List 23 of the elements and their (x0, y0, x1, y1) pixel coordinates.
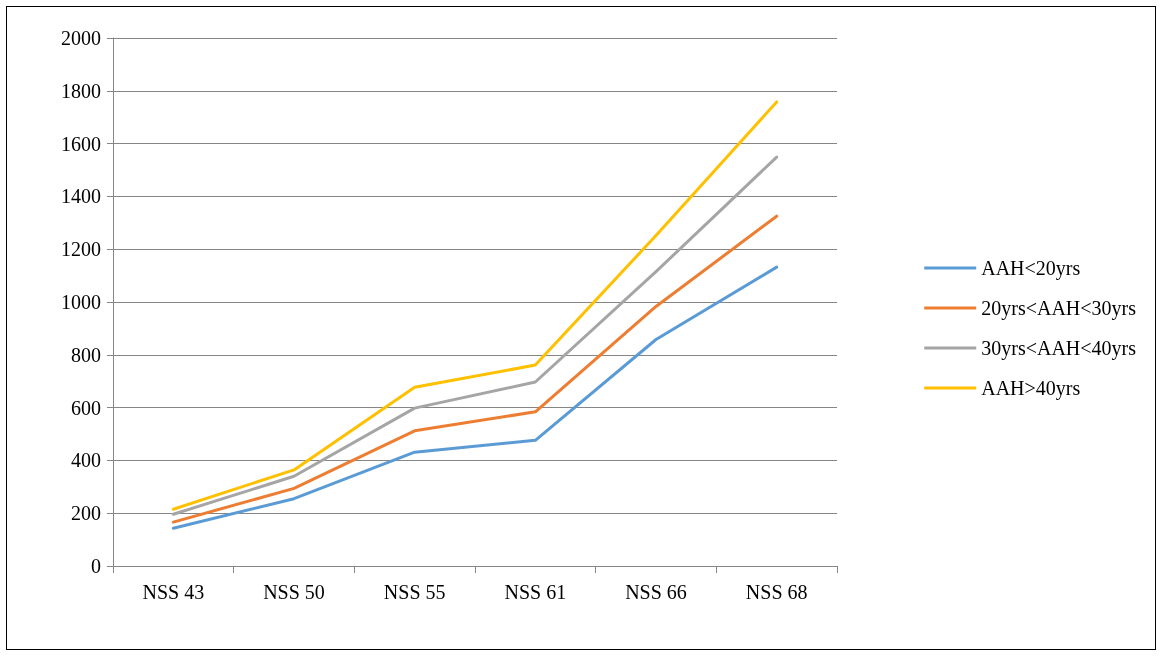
legend-label: 20yrs<AAH<30yrs (981, 297, 1137, 320)
y-tick-label: 1200 (61, 238, 101, 261)
y-tick-label: 1800 (61, 79, 101, 102)
y-tick-label: 400 (71, 449, 101, 472)
y-tick-label: 200 (71, 502, 101, 525)
x-tick-label: NSS 43 (142, 581, 205, 603)
y-tick-label: 2000 (61, 27, 101, 49)
x-tick-label: NSS 68 (745, 581, 808, 603)
x-tick-label: NSS 55 (383, 581, 446, 603)
x-tick-label: NSS 66 (625, 581, 687, 603)
y-tick-label: 600 (71, 396, 101, 419)
legend-label: AAH<20yrs (981, 257, 1081, 280)
legend-label: AAH>40yrs (981, 377, 1081, 400)
line-series (171, 214, 779, 524)
y-tick-label: 1400 (61, 185, 101, 208)
y-tick-label: 1600 (61, 132, 101, 155)
y-tick-label: 0 (91, 555, 101, 577)
y-tick-label: 1000 (61, 291, 101, 313)
y-tick-label: 800 (71, 343, 101, 366)
line-series (171, 265, 779, 530)
x-tick-label: NSS 61 (504, 581, 567, 603)
legend-label: 30yrs<AAH<40yrs (981, 337, 1137, 360)
x-tick-label: NSS 50 (263, 581, 325, 603)
